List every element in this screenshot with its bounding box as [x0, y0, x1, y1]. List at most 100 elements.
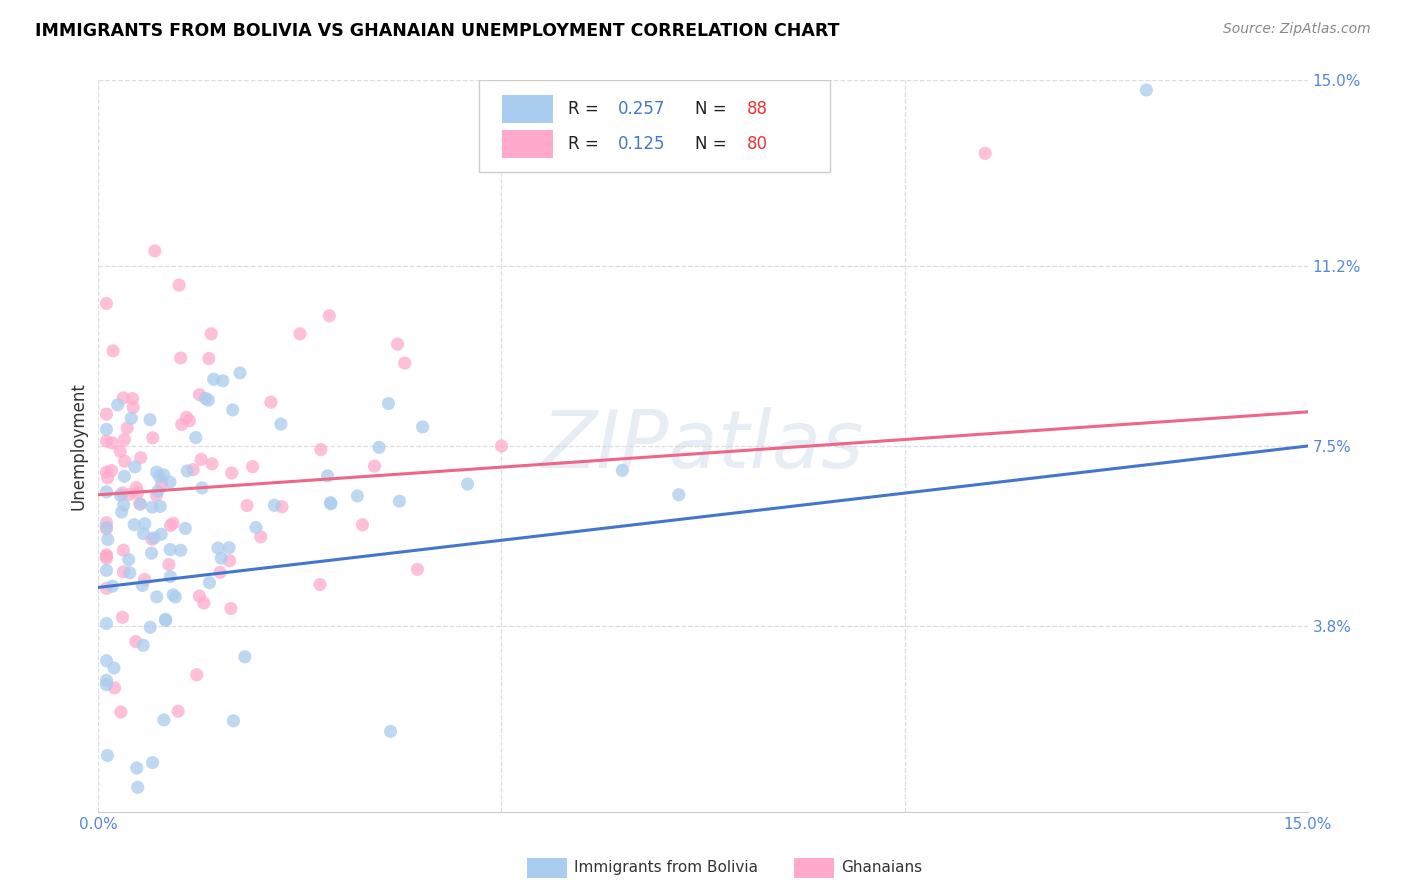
Point [114, 454, 136, 468]
Point [134, 516, 156, 531]
Point [162, 588, 184, 602]
Point [122, 401, 145, 415]
Point [134, 573, 156, 587]
Point [112, 469, 135, 483]
Point [111, 486, 134, 500]
Point [120, 411, 142, 425]
Text: 0.125: 0.125 [619, 135, 666, 153]
Text: 0.257: 0.257 [619, 100, 665, 118]
Point [668, 488, 690, 502]
Point [388, 494, 411, 508]
Point [316, 468, 339, 483]
Point [309, 577, 332, 591]
Point [263, 498, 285, 512]
Point [319, 496, 342, 510]
Point [184, 431, 207, 445]
Point [1135, 83, 1157, 97]
Point [96, 434, 118, 449]
Point [387, 337, 409, 351]
Point [242, 459, 264, 474]
Point [406, 562, 429, 576]
Point [96, 296, 118, 310]
Point [112, 433, 135, 447]
Point [491, 439, 513, 453]
Point [229, 366, 252, 380]
Point [96, 549, 118, 563]
Point [974, 146, 997, 161]
Point [118, 487, 141, 501]
Point [457, 477, 479, 491]
Point [380, 724, 402, 739]
Point [110, 705, 132, 719]
Point [245, 520, 267, 534]
Point [96, 654, 118, 668]
Point [96, 484, 118, 499]
Point [174, 521, 197, 535]
Point [101, 579, 124, 593]
Point [142, 431, 165, 445]
Point [141, 546, 163, 560]
Point [198, 575, 221, 590]
Text: ZIPatlas: ZIPatlas [541, 407, 865, 485]
Point [170, 351, 193, 365]
Point [157, 558, 180, 572]
Point [188, 589, 211, 603]
Point [270, 417, 292, 431]
Point [309, 442, 332, 457]
Point [218, 554, 240, 568]
Point [221, 466, 243, 480]
FancyBboxPatch shape [479, 80, 830, 171]
Point [96, 465, 118, 479]
Point [96, 520, 118, 534]
Point [111, 505, 134, 519]
Point [96, 516, 118, 530]
Point [319, 497, 342, 511]
Point [209, 566, 232, 580]
Point [103, 681, 125, 695]
Point [155, 613, 177, 627]
Point [145, 465, 167, 479]
Point [118, 566, 141, 580]
Text: Source: ZipAtlas.com: Source: ZipAtlas.com [1223, 22, 1371, 37]
Text: Ghanaians: Ghanaians [841, 861, 922, 875]
Point [96, 407, 118, 421]
Point [198, 351, 221, 366]
Text: 80: 80 [747, 135, 768, 153]
Point [200, 326, 222, 341]
Point [218, 541, 240, 555]
Point [96, 422, 118, 436]
Point [122, 517, 145, 532]
Point [207, 541, 229, 555]
Point [143, 531, 166, 545]
Point [127, 780, 149, 795]
Point [141, 500, 163, 515]
Point [101, 343, 124, 358]
Point [107, 398, 129, 412]
Point [271, 500, 294, 514]
Point [121, 392, 143, 406]
Point [110, 488, 132, 502]
Point [221, 402, 243, 417]
Point [125, 634, 148, 648]
Bar [502, 95, 553, 123]
Point [318, 309, 340, 323]
Point [97, 533, 120, 547]
Text: R =: R = [568, 100, 603, 118]
Point [96, 616, 118, 631]
Point [145, 488, 167, 502]
Point [149, 500, 172, 514]
Point [132, 638, 155, 652]
Bar [502, 130, 553, 158]
Point [96, 522, 118, 536]
Point [219, 601, 242, 615]
Point [129, 450, 152, 465]
Point [612, 463, 634, 477]
Point [132, 526, 155, 541]
Text: R =: R = [568, 135, 603, 153]
Point [112, 498, 135, 512]
Text: N =: N = [695, 135, 731, 153]
Point [96, 551, 118, 566]
Point [97, 471, 120, 485]
Point [249, 530, 271, 544]
Point [176, 464, 198, 478]
